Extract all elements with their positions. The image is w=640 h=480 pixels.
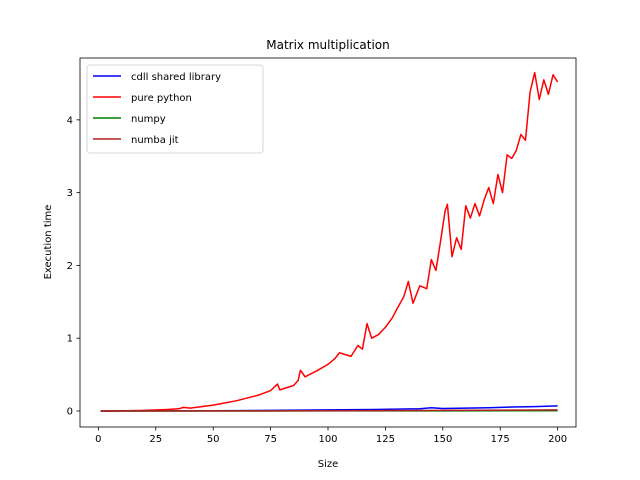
x-tick-label: 100: [318, 434, 337, 445]
x-tick-label: 150: [433, 434, 452, 445]
x-axis: 0 25 50 75 100 125 150 175 200: [95, 427, 567, 445]
x-tick-label: 75: [264, 434, 277, 445]
chart-title: Matrix multiplication: [266, 38, 390, 52]
y-tick-label: 2: [67, 261, 73, 272]
x-tick-label: 50: [207, 434, 220, 445]
series-line-1: [100, 71, 559, 412]
y-tick-label: 0: [67, 406, 73, 417]
x-tick-label: 175: [491, 434, 510, 445]
x-tick-label: 125: [376, 434, 395, 445]
y-axis-label: Execution time: [43, 205, 54, 280]
legend-label: pure python: [131, 93, 192, 104]
x-tick-label: 25: [149, 434, 162, 445]
x-tick-label: 200: [548, 434, 567, 445]
legend-label: cdll shared library: [131, 72, 221, 83]
y-tick-label: 3: [67, 188, 73, 199]
legend: cdll shared library pure python numpy numba…: [86, 64, 264, 154]
series-line-3: [100, 409, 558, 412]
legend-label: numba jit: [131, 135, 179, 146]
x-axis-label: Size: [318, 459, 339, 470]
series-layer: [100, 71, 559, 412]
legend-frame: [86, 64, 264, 154]
x-tick-label: 0: [95, 434, 101, 445]
y-tick-label: 4: [67, 115, 73, 126]
y-tick-label: 1: [67, 334, 73, 345]
legend-label: numpy: [131, 114, 166, 125]
y-axis: 0 1 2 3 4: [67, 115, 80, 417]
